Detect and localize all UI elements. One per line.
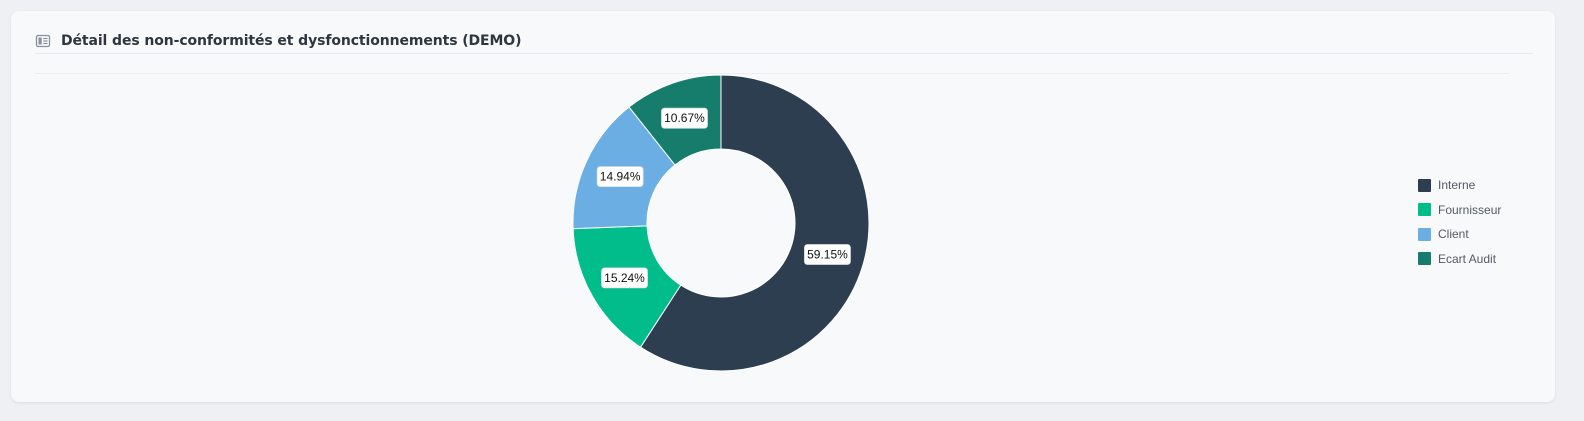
chart-legend: Interne Fournisseur Client Ecart Audit	[1418, 178, 1501, 276]
legend-swatch	[1418, 178, 1431, 192]
data-label-box	[601, 267, 648, 289]
card-title: Détail des non-conformités et dysfonctio…	[61, 33, 522, 49]
legend-label: Fournisseur	[1438, 202, 1502, 217]
data-label-text: 14.94%	[600, 170, 641, 184]
data-label-interne: 59.15%	[804, 244, 851, 265]
legend-swatch	[1418, 203, 1431, 216]
card-header: Détail des non-conformités et dysfonctio…	[35, 29, 522, 53]
donut-chart: 59.15% 15.24% 14.94% 10.67%	[572, 74, 870, 372]
data-label-box	[804, 244, 851, 265]
legend-item-client[interactable]: Client	[1418, 227, 1501, 241]
data-label-fournisseur: 15.24%	[601, 267, 648, 289]
data-label-box	[661, 107, 708, 129]
chart-top-divider	[35, 73, 1509, 74]
data-label-ecart-audit: 10.67%	[661, 107, 708, 129]
legend-label: Client	[1438, 227, 1469, 241]
slice-interne[interactable]	[639, 74, 870, 372]
data-label-text: 10.67%	[664, 111, 705, 125]
data-label-text: 59.15%	[807, 247, 848, 261]
legend-swatch	[1418, 227, 1431, 241]
header-divider	[35, 53, 1533, 54]
legend-label: Ecart Audit	[1438, 251, 1497, 266]
data-label-client: 14.94%	[596, 166, 644, 188]
legend-item-fournisseur[interactable]: Fournisseur	[1418, 203, 1501, 217]
data-label-text: 15.24%	[604, 271, 645, 285]
data-label-box	[596, 166, 644, 188]
report-icon	[35, 33, 51, 49]
chart-card: Détail des non-conformités et dysfonctio…	[11, 11, 1555, 402]
legend-swatch	[1418, 252, 1431, 265]
legend-item-interne[interactable]: Interne	[1418, 178, 1501, 192]
legend-item-ecart-audit[interactable]: Ecart Audit	[1418, 252, 1501, 266]
legend-label: Interne	[1438, 178, 1476, 192]
